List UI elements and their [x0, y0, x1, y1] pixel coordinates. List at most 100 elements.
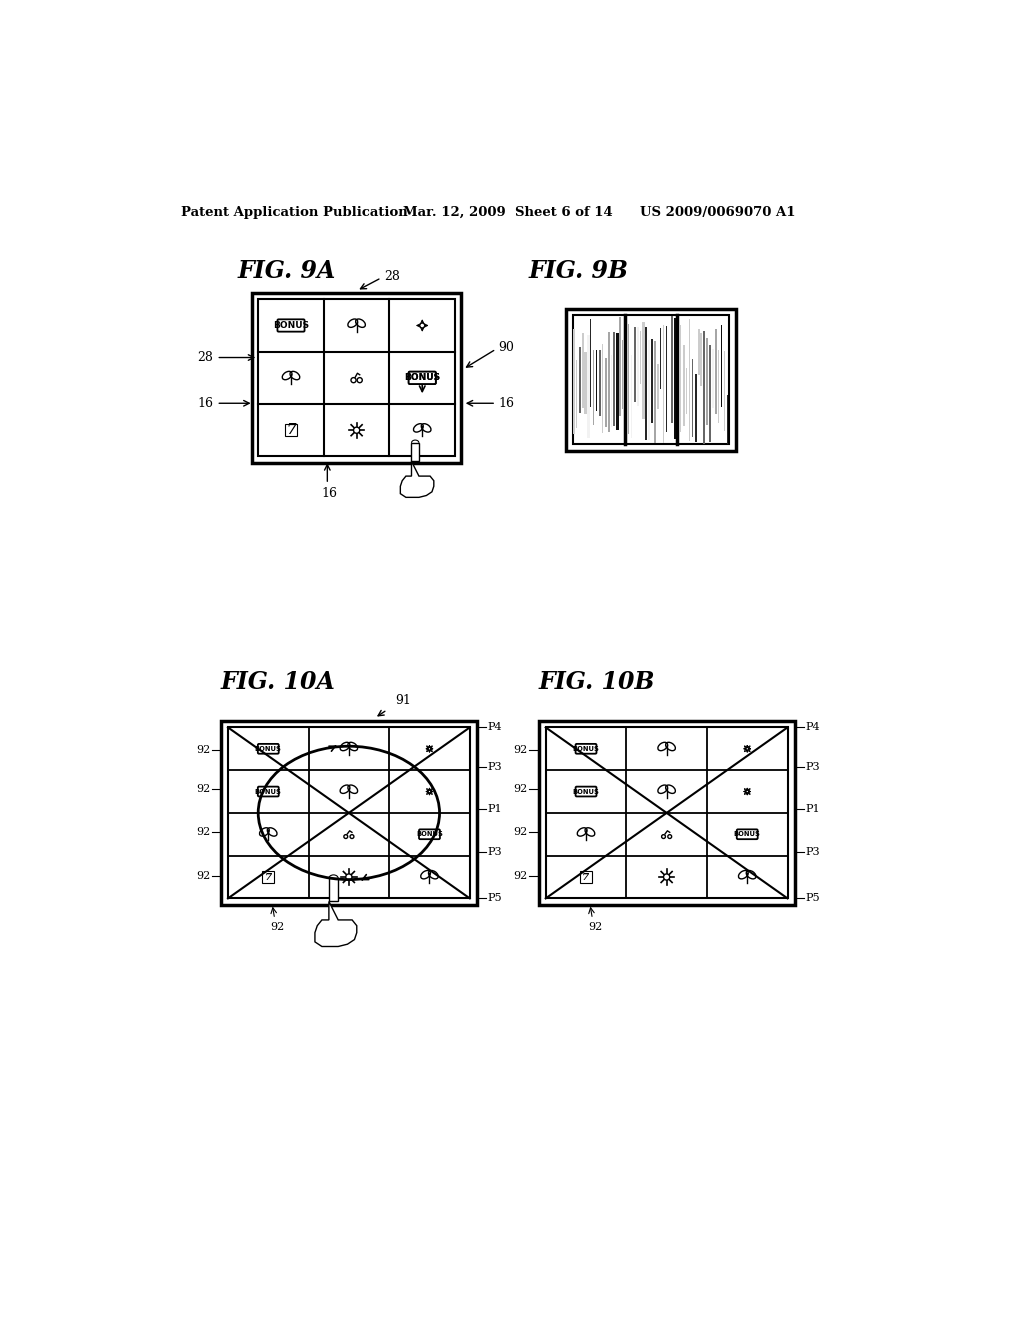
- Text: BONUS: BONUS: [255, 788, 282, 795]
- Text: 7: 7: [583, 873, 590, 882]
- Bar: [654, 341, 656, 444]
- Text: 16: 16: [499, 397, 514, 409]
- Bar: [599, 350, 601, 416]
- Bar: [572, 329, 574, 434]
- Bar: [585, 352, 587, 413]
- Bar: [663, 325, 664, 442]
- Bar: [588, 334, 590, 437]
- Bar: [637, 326, 639, 407]
- Text: 7: 7: [264, 873, 272, 882]
- Bar: [703, 331, 705, 444]
- Bar: [634, 327, 636, 403]
- Text: P1: P1: [487, 804, 502, 814]
- Text: P5: P5: [487, 894, 502, 903]
- Bar: [607, 331, 610, 433]
- Bar: [605, 358, 607, 428]
- Text: P5: P5: [805, 894, 820, 903]
- Bar: [718, 350, 719, 422]
- Text: 16: 16: [198, 397, 213, 409]
- Bar: [677, 319, 678, 420]
- Text: 92: 92: [196, 871, 210, 882]
- Text: 92: 92: [196, 744, 210, 755]
- Bar: [683, 345, 685, 425]
- Bar: [593, 350, 594, 425]
- Bar: [712, 348, 714, 408]
- Bar: [285, 424, 297, 437]
- Text: 92: 92: [514, 826, 528, 837]
- Text: BONUS: BONUS: [416, 832, 443, 837]
- Bar: [666, 326, 667, 432]
- Bar: [689, 318, 690, 441]
- Text: 92: 92: [588, 923, 602, 932]
- FancyBboxPatch shape: [736, 829, 758, 840]
- Bar: [539, 721, 795, 906]
- Text: 92: 92: [270, 923, 285, 932]
- Text: 92: 92: [514, 744, 528, 755]
- Bar: [675, 318, 676, 440]
- Bar: [596, 350, 597, 411]
- Bar: [651, 339, 652, 422]
- FancyBboxPatch shape: [409, 372, 436, 384]
- Text: FIG. 10B: FIG. 10B: [539, 671, 655, 694]
- FancyBboxPatch shape: [278, 319, 304, 331]
- Bar: [640, 330, 641, 384]
- Bar: [613, 333, 615, 426]
- Text: P4: P4: [487, 722, 502, 733]
- Bar: [680, 325, 681, 433]
- Text: BONUS: BONUS: [273, 321, 309, 330]
- FancyBboxPatch shape: [419, 829, 440, 840]
- Bar: [631, 355, 632, 438]
- Bar: [642, 322, 645, 418]
- Polygon shape: [315, 902, 356, 946]
- Text: FIG. 10A: FIG. 10A: [221, 671, 336, 694]
- Bar: [572, 315, 729, 444]
- FancyBboxPatch shape: [575, 787, 597, 796]
- Bar: [221, 721, 477, 906]
- Circle shape: [664, 874, 670, 880]
- Text: Patent Application Publication: Patent Application Publication: [180, 206, 408, 219]
- FancyBboxPatch shape: [409, 372, 436, 384]
- Bar: [726, 395, 728, 444]
- Bar: [258, 300, 455, 457]
- Bar: [645, 327, 647, 440]
- Bar: [692, 359, 693, 437]
- Text: P3: P3: [805, 762, 820, 772]
- Bar: [659, 327, 662, 389]
- Bar: [610, 355, 612, 426]
- Text: 92: 92: [196, 826, 210, 837]
- Bar: [546, 727, 787, 899]
- FancyBboxPatch shape: [258, 787, 279, 796]
- Polygon shape: [329, 878, 338, 902]
- Bar: [694, 374, 697, 442]
- Polygon shape: [412, 442, 419, 461]
- Bar: [724, 351, 725, 430]
- Text: 28: 28: [198, 351, 213, 364]
- Bar: [582, 333, 584, 408]
- Bar: [648, 339, 650, 440]
- Text: BONUS: BONUS: [734, 832, 761, 837]
- Polygon shape: [400, 461, 434, 498]
- Bar: [625, 355, 627, 412]
- Text: P3: P3: [805, 847, 820, 857]
- Bar: [697, 330, 700, 375]
- Bar: [602, 345, 603, 433]
- Bar: [707, 338, 709, 425]
- Bar: [623, 339, 624, 409]
- Bar: [262, 871, 274, 883]
- FancyBboxPatch shape: [575, 744, 597, 754]
- Text: FIG. 9A: FIG. 9A: [238, 259, 337, 282]
- Text: 7: 7: [286, 424, 296, 437]
- Bar: [672, 315, 673, 422]
- Text: 91: 91: [395, 693, 411, 706]
- Bar: [252, 293, 461, 462]
- Text: 16: 16: [322, 487, 338, 500]
- Text: P3: P3: [487, 847, 502, 857]
- Bar: [566, 309, 736, 451]
- Text: Mar. 12, 2009  Sheet 6 of 14: Mar. 12, 2009 Sheet 6 of 14: [403, 206, 613, 219]
- Text: 92: 92: [514, 784, 528, 793]
- FancyBboxPatch shape: [258, 744, 279, 754]
- Bar: [715, 329, 717, 413]
- Text: FIG. 9B: FIG. 9B: [528, 259, 629, 282]
- Text: BONUS: BONUS: [255, 746, 282, 752]
- Circle shape: [346, 874, 352, 880]
